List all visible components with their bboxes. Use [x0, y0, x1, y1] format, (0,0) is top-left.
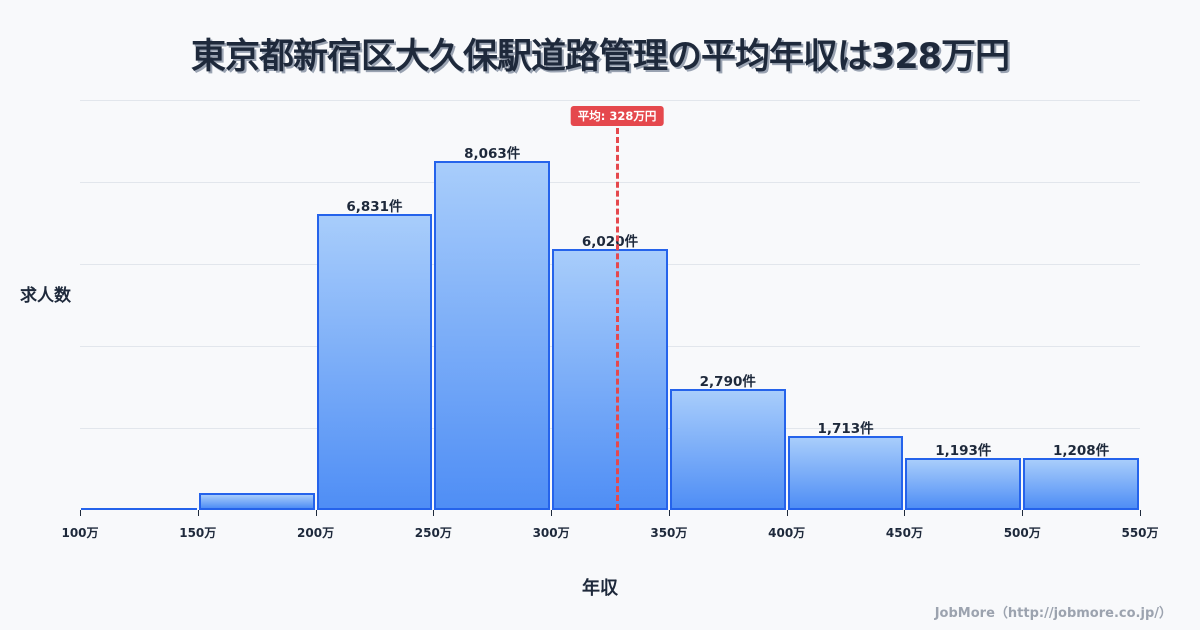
bar-value-label: 1,713件	[817, 420, 874, 437]
histogram-bar[interactable]	[787, 435, 904, 510]
x-tick-label: 450万	[885, 526, 923, 540]
x-tick-label: 350万	[650, 526, 688, 540]
histogram-bar[interactable]	[198, 493, 315, 510]
x-tick	[1022, 510, 1024, 516]
x-tick-label: 150万	[179, 526, 217, 540]
x-tick	[1140, 510, 1141, 516]
bar-value-label: 2,790件	[699, 374, 756, 391]
mean-line	[615, 128, 619, 510]
bar-value-label: 1,208件	[1053, 442, 1110, 459]
x-tick	[668, 510, 670, 516]
x-tick-label: 500万	[1003, 526, 1041, 540]
source-credit: JobMore（http://jobmore.co.jp/）	[934, 606, 1172, 621]
x-tick-label: 300万	[532, 526, 570, 540]
histogram-bar[interactable]	[1023, 457, 1139, 510]
x-tick-label: 200万	[297, 526, 335, 540]
bar-value-label: 1,193件	[935, 443, 992, 460]
x-tick	[315, 510, 317, 516]
gridline	[80, 182, 1140, 183]
bar-value-label: 8,063件	[464, 145, 521, 162]
mean-badge: 平均: 328万円	[570, 106, 664, 126]
histogram-bar[interactable]	[905, 458, 1022, 510]
bar-value-label: 6,020件	[581, 234, 639, 251]
x-tick	[433, 510, 435, 516]
histogram-bar[interactable]	[81, 508, 197, 510]
histogram-bar[interactable]	[552, 249, 668, 510]
x-tick-label: 550万	[1121, 526, 1159, 540]
chart-title: 東京都新宿区大久保駅道路管理の平均年収は328万円	[190, 37, 1010, 77]
bar-value-label: 6,831件	[346, 198, 403, 215]
x-tick	[197, 510, 199, 516]
histogram-bar[interactable]	[316, 213, 433, 510]
histogram-bar[interactable]	[434, 160, 551, 510]
x-tick	[80, 510, 81, 516]
y-axis-label: 求人数	[20, 286, 71, 306]
x-tick	[904, 510, 906, 516]
x-tick	[786, 510, 788, 516]
x-tick	[551, 510, 553, 516]
x-tick-label: 250万	[414, 526, 452, 540]
gridline	[80, 100, 1140, 101]
plot-area: 6,831件 8,063件 6,020件 2,790件 1,713件 1,193件 1,20…	[61, 100, 1159, 540]
x-tick-label: 100万	[61, 526, 99, 540]
histogram-bar[interactable]	[669, 389, 786, 510]
x-axis-label: 年収	[582, 578, 618, 599]
x-tick-label: 400万	[768, 526, 806, 540]
